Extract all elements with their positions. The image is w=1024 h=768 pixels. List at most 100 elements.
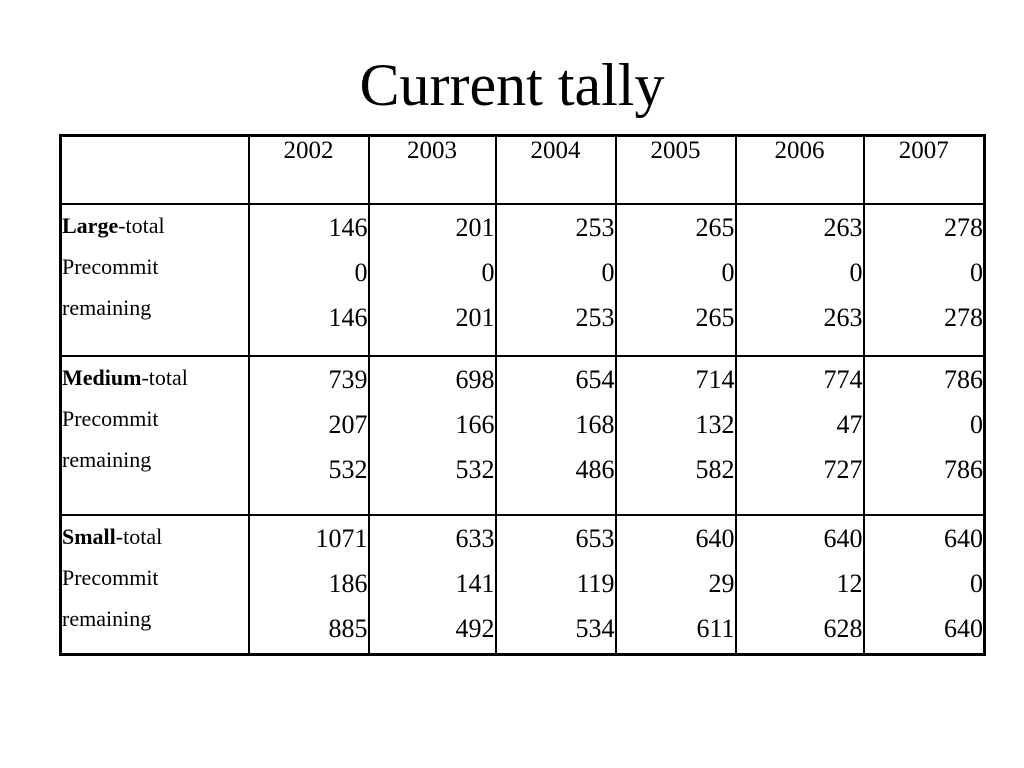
total-label: -total xyxy=(115,523,163,549)
value-cell: 201 0 201 xyxy=(367,202,497,357)
cell-value: 532 xyxy=(455,454,495,484)
cell-value: 582 xyxy=(695,454,735,484)
cell-value: 278 xyxy=(944,212,983,242)
cell-value: 885 xyxy=(328,613,368,643)
row-label-cell: Small-total Precommit remaining xyxy=(59,513,250,655)
precommit-label: Precommit xyxy=(62,253,159,279)
cell-value: 207 xyxy=(328,409,368,439)
row-label-cell: Medium-total Precommit remaining xyxy=(59,354,250,516)
year-header: 2003 xyxy=(367,134,497,205)
cell-value: 633 xyxy=(455,523,495,553)
cell-value: 0 xyxy=(721,257,735,287)
value-cell: 278 0 278 xyxy=(862,202,986,357)
year-header: 2002 xyxy=(247,134,370,205)
value-cell: 640 12 628 xyxy=(734,513,865,655)
cell-value: 201 xyxy=(455,302,495,332)
cell-value: 714 xyxy=(695,364,735,394)
value-cell: 653 119 534 xyxy=(494,513,617,655)
cell-value: 265 xyxy=(695,302,735,332)
value-cell: 786 0 786 xyxy=(862,354,986,516)
cell-value: 698 xyxy=(455,364,495,394)
cell-value: 253 xyxy=(575,212,615,242)
cell-value: 186 xyxy=(328,568,368,598)
table-row: Medium-total Precommit remaining 739 207 5… xyxy=(59,354,986,516)
table-row: Small-total Precommit remaining 1071 186 8… xyxy=(59,513,986,655)
cell-value: 774 xyxy=(823,364,863,394)
value-cell: 640 29 611 xyxy=(614,513,737,655)
value-cell: 714 132 582 xyxy=(614,354,737,516)
cell-value: 146 xyxy=(328,212,368,242)
year-header: 2006 xyxy=(734,134,865,205)
cell-value: 263 xyxy=(823,302,863,332)
cell-value: 786 xyxy=(944,454,983,484)
group-name: Medium xyxy=(62,364,142,390)
cell-value: 141 xyxy=(455,568,495,598)
cell-value: 727 xyxy=(823,454,863,484)
cell-value: 47 xyxy=(836,409,863,439)
cell-value: 265 xyxy=(695,212,735,242)
remaining-label: remaining xyxy=(62,446,152,472)
year-header: 2004 xyxy=(494,134,617,205)
precommit-label: Precommit xyxy=(62,405,159,431)
cell-value: 1071 xyxy=(315,523,368,553)
value-cell: 253 0 253 xyxy=(494,202,617,357)
cell-value: 0 xyxy=(849,257,863,287)
value-cell: 774 47 727 xyxy=(734,354,865,516)
value-cell: 146 0 146 xyxy=(247,202,370,357)
cell-value: 0 xyxy=(601,257,615,287)
remaining-label: remaining xyxy=(62,605,152,631)
cell-value: 119 xyxy=(576,568,615,598)
year-header: 2007 xyxy=(862,134,986,205)
row-label-cell: Large-total Precommit remaining xyxy=(59,202,250,357)
value-cell: 263 0 263 xyxy=(734,202,865,357)
cell-value: 12 xyxy=(836,568,863,598)
remaining-label: remaining xyxy=(62,294,152,320)
total-label: -total xyxy=(141,364,188,390)
cell-value: 146 xyxy=(328,302,368,332)
cell-value: 201 xyxy=(455,212,495,242)
cell-value: 611 xyxy=(696,613,735,643)
cell-value: 263 xyxy=(823,212,863,242)
cell-value: 0 xyxy=(970,257,983,287)
corner-cell xyxy=(59,134,250,205)
cell-value: 739 xyxy=(328,364,368,394)
cell-value: 653 xyxy=(575,523,615,553)
cell-value: 640 xyxy=(823,523,863,553)
value-cell: 640 0 640 xyxy=(862,513,986,655)
cell-value: 278 xyxy=(944,302,983,332)
cell-value: 253 xyxy=(575,302,615,332)
year-header: 2005 xyxy=(614,134,737,205)
cell-value: 168 xyxy=(575,409,615,439)
cell-value: 654 xyxy=(575,364,615,394)
cell-value: 640 xyxy=(695,523,735,553)
cell-value: 0 xyxy=(970,568,983,598)
value-cell: 1071 186 885 xyxy=(247,513,370,655)
header-row: 2002 2003 2004 2005 2006 2007 xyxy=(59,134,986,205)
value-cell: 633 141 492 xyxy=(367,513,497,655)
cell-value: 786 xyxy=(944,364,983,394)
group-name: Large xyxy=(62,212,119,238)
cell-value: 0 xyxy=(970,409,983,439)
tally-table: 2002 2003 2004 2005 2006 2007 Large-tota… xyxy=(59,134,986,656)
value-cell: 654 168 486 xyxy=(494,354,617,516)
page-title: Current tally xyxy=(359,52,665,118)
cell-value: 0 xyxy=(354,257,368,287)
cell-value: 640 xyxy=(944,613,983,643)
cell-value: 534 xyxy=(575,613,615,643)
value-cell: 698 166 532 xyxy=(367,354,497,516)
group-name: Small xyxy=(62,523,116,549)
cell-value: 132 xyxy=(695,409,735,439)
table-row: Large-total Precommit remaining 146 0 146 … xyxy=(59,202,986,357)
precommit-label: Precommit xyxy=(62,564,159,590)
cell-value: 29 xyxy=(708,568,735,598)
cell-value: 532 xyxy=(328,454,368,484)
value-cell: 265 0 265 xyxy=(614,202,737,357)
cell-value: 0 xyxy=(481,257,495,287)
cell-value: 166 xyxy=(455,409,495,439)
cell-value: 492 xyxy=(455,613,495,643)
value-cell: 739 207 532 xyxy=(247,354,370,516)
cell-value: 628 xyxy=(823,613,863,643)
cell-value: 640 xyxy=(944,523,983,553)
cell-value: 486 xyxy=(575,454,615,484)
total-label: -total xyxy=(118,212,165,238)
